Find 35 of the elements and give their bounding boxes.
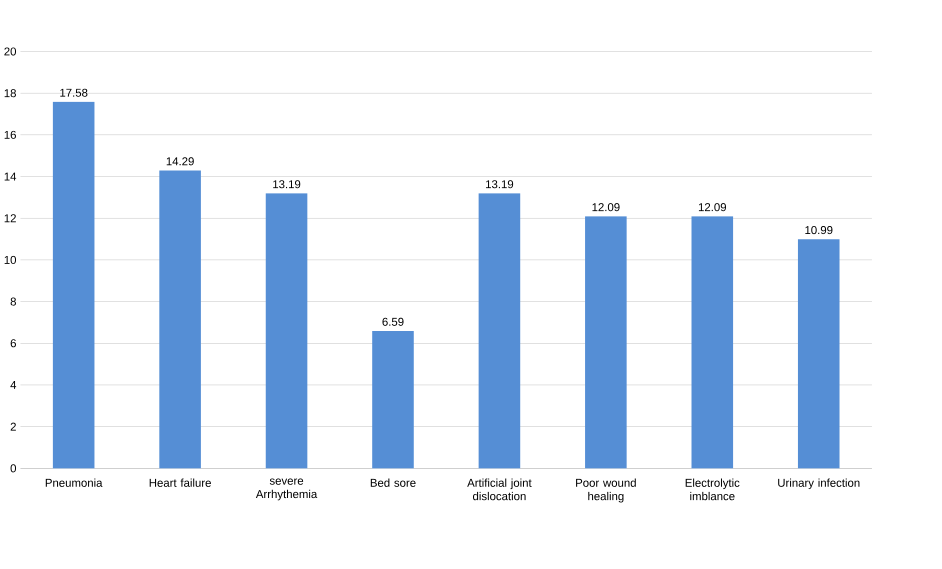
bar — [692, 216, 734, 468]
y-tick-label: 0 — [10, 464, 16, 472]
x-tick-label: Urinary infection — [778, 478, 860, 489]
data-label: 10.99 — [805, 226, 832, 234]
x-tick-label: severe Arrhythemia — [256, 478, 318, 500]
y-tick-label: 18 — [4, 88, 16, 98]
y-tick-label: 4 — [10, 380, 16, 389]
bar — [266, 193, 308, 468]
x-tick-label: Artificial joint dislocation — [467, 478, 532, 500]
y-tick-label: 8 — [10, 297, 16, 306]
bar — [372, 330, 414, 468]
data-label: 12.09 — [698, 202, 726, 212]
bar — [159, 170, 201, 468]
y-tick-label: 6 — [10, 339, 16, 348]
data-label: 13.19 — [273, 180, 300, 188]
x-tick-label: Pneumonia — [46, 478, 102, 487]
y-tick-label: 20 — [4, 47, 16, 56]
x-tick-label: Poor wound healing — [576, 478, 636, 502]
bar — [478, 193, 520, 468]
data-label: 12.09 — [592, 202, 620, 212]
x-tick-label: Bed sore — [370, 478, 416, 487]
bar — [798, 239, 840, 468]
x-tick-label: Electrolytic imblance — [686, 478, 740, 500]
y-tick-label: 12 — [4, 214, 16, 222]
bar — [585, 216, 627, 468]
y-tick-label: 2 — [10, 422, 16, 430]
y-tick-label: 16 — [4, 130, 16, 139]
data-label: 6.59 — [382, 318, 404, 326]
data-label: 13.19 — [486, 180, 514, 188]
data-label: 17.58 — [60, 88, 88, 97]
bar — [52, 102, 94, 468]
y-tick-label: 10 — [4, 256, 16, 264]
y-tick-label: 14 — [4, 172, 16, 180]
x-tick-label: Heart failure — [150, 478, 211, 487]
data-label: 14.29 — [166, 157, 194, 166]
